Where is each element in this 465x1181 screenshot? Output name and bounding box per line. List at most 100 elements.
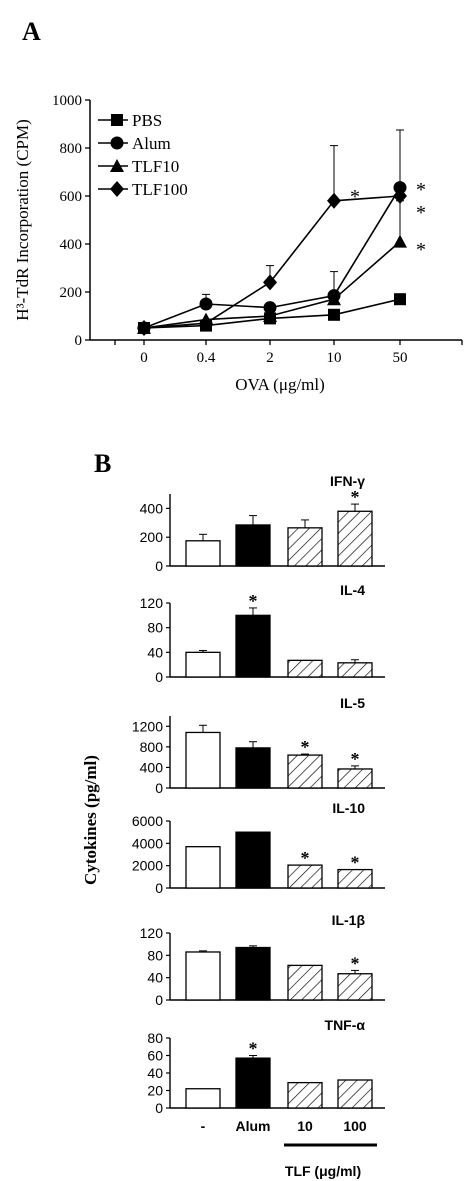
y-tick-label: 200	[140, 529, 164, 545]
bar	[287, 864, 323, 889]
bar	[337, 868, 373, 889]
y-axis-label: H³-TdR Incorporation (CPM)	[13, 119, 32, 321]
x-tick-label: 50	[393, 350, 408, 366]
y-tick-label: 80	[147, 1030, 163, 1046]
y-tick-label: 40	[147, 644, 163, 660]
significance-star: *	[351, 749, 360, 769]
bar	[287, 527, 323, 567]
data-point-alum	[393, 181, 407, 195]
bar	[185, 651, 221, 678]
y-tick-label: 6000	[132, 813, 163, 829]
x-tick-label: 10	[297, 1118, 313, 1134]
subplot-title: IL-5	[340, 695, 365, 711]
legend-marker-tlf100	[110, 181, 124, 197]
significance-star: *	[301, 848, 310, 868]
bar	[337, 768, 373, 789]
significance-star: *	[351, 487, 360, 507]
y-tick-label: 400	[140, 759, 164, 775]
x-tick-label: 10	[327, 350, 342, 366]
line-chart-ova-proliferation: H³-TdR Incorporation (CPM) OVA (μg/ml) 0…	[13, 93, 463, 394]
data-point-tlf10	[327, 292, 341, 306]
bar-chart-cytokines: Cytokines (pg/ml) TLF (μg/ml) 0200400IFN…	[81, 473, 385, 1179]
y-tick-label: 400	[140, 500, 164, 516]
significance-star: *	[301, 737, 310, 757]
significance-star: *	[249, 1039, 258, 1059]
y-tick-label: 400	[60, 237, 83, 253]
bar	[185, 1088, 221, 1109]
subplot-title: TNF-α	[325, 1017, 366, 1033]
panel-b-label: B	[94, 449, 111, 478]
significance-star: *	[350, 186, 360, 208]
x-tick-label: -	[201, 1118, 206, 1134]
data-point-tlf100	[327, 192, 341, 209]
y-tick-label: 0	[155, 558, 163, 574]
bar	[185, 951, 221, 1001]
bar	[185, 731, 221, 789]
x-tick-label: 100	[343, 1118, 367, 1134]
bar	[287, 1081, 323, 1109]
x-tick-label: Alum	[236, 1118, 271, 1134]
y-tick-label: 120	[140, 595, 164, 611]
data-point-tlf100	[137, 320, 151, 336]
y-tick-label: 200	[60, 285, 83, 301]
data-point-tlf10	[393, 234, 407, 248]
bar	[337, 662, 373, 678]
subplot-title: IL-1β	[332, 912, 366, 928]
bar	[235, 614, 271, 678]
bar	[287, 754, 323, 789]
bar	[337, 510, 373, 567]
y-tick-label: 20	[147, 1083, 163, 1099]
bar	[235, 1057, 271, 1109]
y-tick-label: 1200	[132, 718, 163, 734]
legend-marker-alum	[110, 136, 124, 150]
y-tick-label: 4000	[132, 835, 163, 851]
significance-star: *	[249, 591, 258, 611]
data-point-tlf100	[393, 188, 407, 204]
y-tick-label: 40	[147, 970, 163, 986]
y-tick-label: 0	[75, 333, 83, 349]
y-tick-label: 0	[155, 780, 163, 796]
x-tick-label: 2	[266, 350, 274, 366]
legend-label-tlf10: TLF10	[132, 157, 179, 176]
y-tick-label: 60	[147, 1048, 163, 1064]
bar	[337, 973, 373, 1001]
y-tick-label: 80	[147, 947, 163, 963]
significance-star: *	[416, 239, 426, 261]
subplot-title: IL-4	[340, 582, 365, 598]
subplot-title: IL-10	[332, 800, 365, 816]
bar	[287, 964, 323, 1001]
panel-a-label: A	[22, 17, 41, 46]
y-tick-label: 0	[155, 1100, 163, 1116]
y-tick-label: 120	[140, 925, 164, 941]
y-tick-label: 40	[147, 1065, 163, 1081]
legend-marker-pbs	[111, 114, 123, 126]
significance-star: *	[351, 853, 360, 873]
tlf-group-label: TLF (μg/ml)	[285, 1163, 361, 1179]
y-tick-label: 0	[155, 880, 163, 896]
legend-label-tlf100: TLF100	[132, 180, 188, 199]
subplot-title: IFN-γ	[330, 473, 365, 489]
bar	[235, 524, 271, 567]
y-axis-label-cytokines: Cytokines (pg/ml)	[81, 755, 100, 885]
bar	[235, 946, 271, 1001]
y-tick-label: 800	[60, 141, 83, 157]
y-tick-label: 1000	[52, 93, 82, 109]
bar	[235, 831, 271, 889]
significance-star: *	[351, 953, 360, 973]
y-tick-label: 0	[155, 669, 163, 685]
y-tick-label: 2000	[132, 858, 163, 874]
data-point-pbs	[394, 293, 406, 306]
legend-label-alum: Alum	[132, 134, 171, 153]
y-tick-label: 0	[155, 992, 163, 1008]
data-point-tlf10	[263, 309, 277, 322]
x-axis-label: OVA (μg/ml)	[235, 375, 325, 394]
bar	[185, 540, 221, 567]
significance-star: *	[416, 202, 426, 224]
bar	[235, 747, 271, 789]
bar	[287, 659, 323, 678]
significance-star: *	[416, 179, 426, 201]
data-point-tlf100	[199, 315, 213, 332]
data-point-tlf100	[263, 274, 277, 291]
y-tick-label: 800	[140, 739, 164, 755]
